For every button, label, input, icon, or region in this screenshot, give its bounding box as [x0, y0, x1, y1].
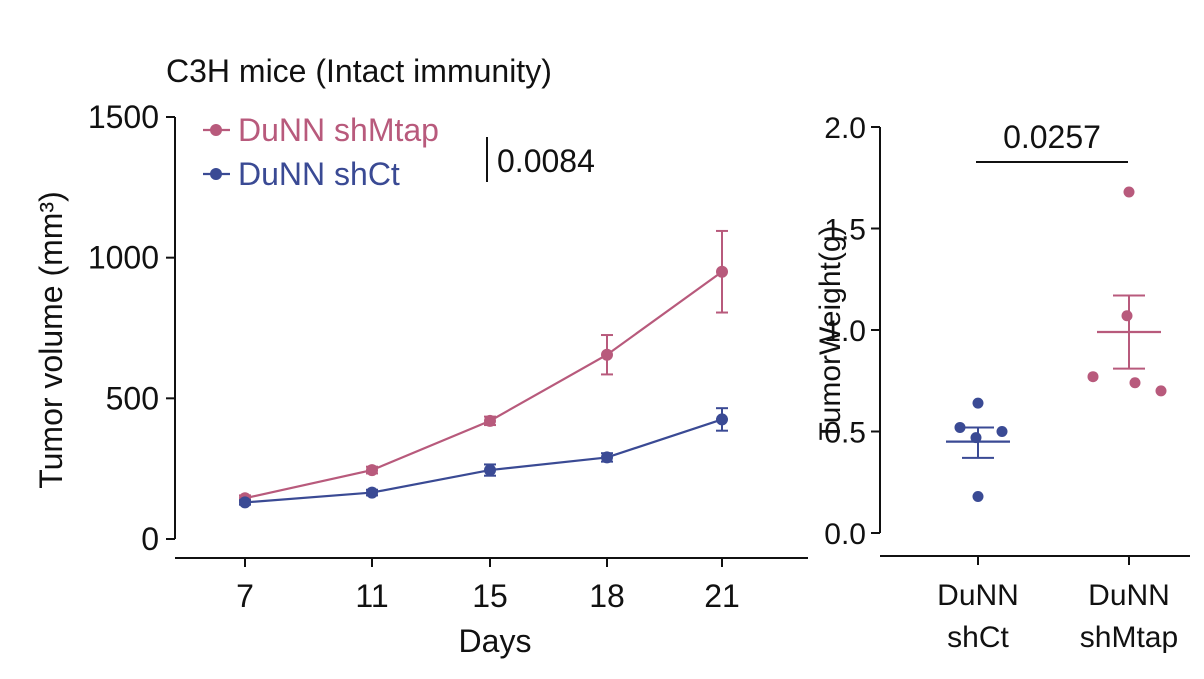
right-y-axis-label: TumorWeight(g)	[814, 225, 847, 440]
right-y-tick-label: 1.5	[824, 214, 866, 247]
series-line-0	[244, 270, 723, 500]
right-x-axis: DuNN shCt DuNN shMtap	[880, 555, 1190, 654]
left-y-axis-label: Tumor volume (mm³)	[33, 191, 69, 488]
right-y-tick-label: 0.0	[824, 518, 866, 551]
data-point	[366, 464, 378, 477]
left-x-tick-label: 21	[704, 578, 740, 614]
left-y-tick-label: 1000	[88, 240, 159, 276]
legend: DuNN shMtap DuNN shCt	[203, 112, 439, 192]
left-x-axis-label: Days	[459, 623, 532, 659]
right-x-tick-label: DuNN	[1088, 579, 1170, 612]
pvalue-right: 0.0257	[1003, 119, 1101, 155]
left-x-tick-label: 7	[236, 578, 254, 614]
legend-marker-shMtap	[210, 124, 222, 136]
tumor-weight-chart: 0.0 0.5 1.0 1.5 2.0 DuNN shCt DuNN shMtap Tumor…	[814, 112, 1190, 654]
group-data-point	[972, 490, 984, 502]
left-y-tick-label: 1500	[88, 99, 159, 135]
right-y-axis: 0.0 0.5 1.0 1.5 2.0	[824, 112, 881, 551]
right-y-tick-label: 1.0	[824, 315, 866, 348]
group-data-point	[954, 421, 966, 433]
right-x-tick-label: DuNN	[937, 579, 1019, 612]
data-point	[366, 486, 378, 499]
group-data-point	[970, 432, 982, 444]
data-point	[601, 348, 613, 361]
left-x-tick-label: 11	[355, 578, 388, 614]
group-data-point	[1155, 385, 1167, 397]
data-point	[484, 464, 496, 477]
legend-label-shMtap: DuNN shMtap	[238, 112, 439, 148]
left-x-tick-label: 18	[589, 578, 625, 614]
data-point	[716, 265, 728, 278]
left-series	[239, 229, 728, 509]
left-x-tick-label: 15	[472, 578, 508, 614]
left-y-tick-label: 500	[106, 380, 159, 416]
left-x-axis: 7 11 15 18 21	[175, 557, 808, 614]
data-point	[601, 451, 613, 464]
right-groups	[946, 186, 1167, 502]
legend-label-shCt: DuNN shCt	[238, 156, 400, 192]
left-y-axis: 0 500 1000 1500	[88, 99, 176, 557]
group-data-point	[1087, 371, 1099, 383]
right-y-tick-label: 2.0	[824, 112, 866, 145]
group-data-point	[1123, 186, 1135, 198]
group-data-point	[1129, 377, 1141, 389]
group-data-point	[972, 397, 984, 409]
data-point	[716, 413, 728, 426]
group-data-point	[1121, 310, 1133, 322]
group-data-point	[996, 426, 1008, 437]
data-point	[484, 414, 496, 427]
tumor-volume-chart: C3H mice (Intact immunity) 050010001500 …	[33, 53, 808, 659]
pvalue-left: 0.0084	[497, 143, 595, 179]
right-x-tick-label: shCt	[947, 621, 1009, 654]
legend-item-shMtap: DuNN shMtap	[203, 112, 439, 148]
data-point	[239, 496, 251, 509]
chart-title: C3H mice (Intact immunity)	[166, 53, 552, 89]
right-y-tick-label: 0.5	[824, 417, 866, 450]
legend-marker-shCt	[210, 168, 222, 180]
legend-item-shCt: DuNN shCt	[203, 156, 400, 192]
right-x-tick-label: shMtap	[1080, 621, 1178, 654]
left-y-tick-label: 0	[141, 521, 159, 557]
series-line-1	[244, 418, 723, 504]
